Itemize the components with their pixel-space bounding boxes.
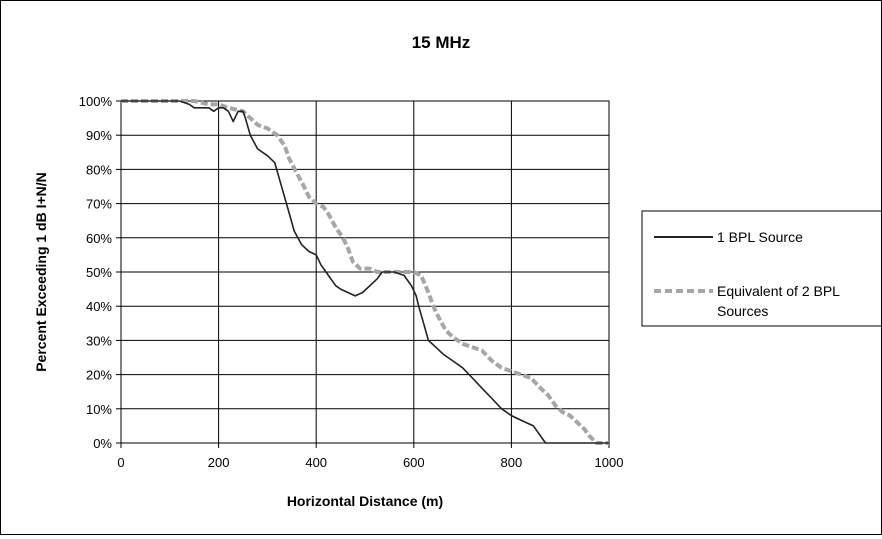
y-tick-label: 20% <box>86 368 112 383</box>
legend-box <box>641 210 882 327</box>
legend-label-1-bpl-source: 1 BPL Source <box>717 229 803 245</box>
y-axis-label: Percent Exceeding 1 dB I+N/N <box>33 172 49 372</box>
x-tick-label: 600 <box>403 455 425 470</box>
legend: 1 BPL Source Equivalent of 2 BPL Sources <box>641 210 882 327</box>
y-axis-ticks: 0% 10% 20% 30% 40% 50% 60% 70% 80% 90% 100% <box>79 94 121 451</box>
legend-label-2-bpl-sources-line2: Sources <box>717 303 768 319</box>
x-tick-label: 800 <box>501 455 523 470</box>
x-tick-label: 400 <box>305 455 327 470</box>
y-tick-label: 80% <box>86 162 112 177</box>
chart-title: 15 MHz <box>412 33 471 52</box>
y-tick-label: 100% <box>79 94 113 109</box>
y-tick-label: 30% <box>86 333 112 348</box>
series-lines <box>121 99 609 445</box>
x-tick-label: 200 <box>208 455 230 470</box>
y-tick-label: 60% <box>86 231 112 246</box>
grid-lines <box>120 100 610 444</box>
x-tick-label: 1000 <box>595 455 624 470</box>
x-axis-label: Horizontal Distance (m) <box>287 493 443 509</box>
y-tick-label: 40% <box>86 299 112 314</box>
y-tick-label: 90% <box>86 128 112 143</box>
x-tick-label: 0 <box>117 455 124 470</box>
y-tick-label: 0% <box>93 436 112 451</box>
series-line-1-bpl-source <box>121 100 609 444</box>
x-axis-ticks: 0 200 400 600 800 1000 <box>117 443 623 470</box>
legend-label-2-bpl-sources: Equivalent of 2 BPL <box>717 283 840 299</box>
y-tick-label: 10% <box>86 402 112 417</box>
y-tick-label: 70% <box>86 197 112 212</box>
y-tick-label: 50% <box>86 265 112 280</box>
